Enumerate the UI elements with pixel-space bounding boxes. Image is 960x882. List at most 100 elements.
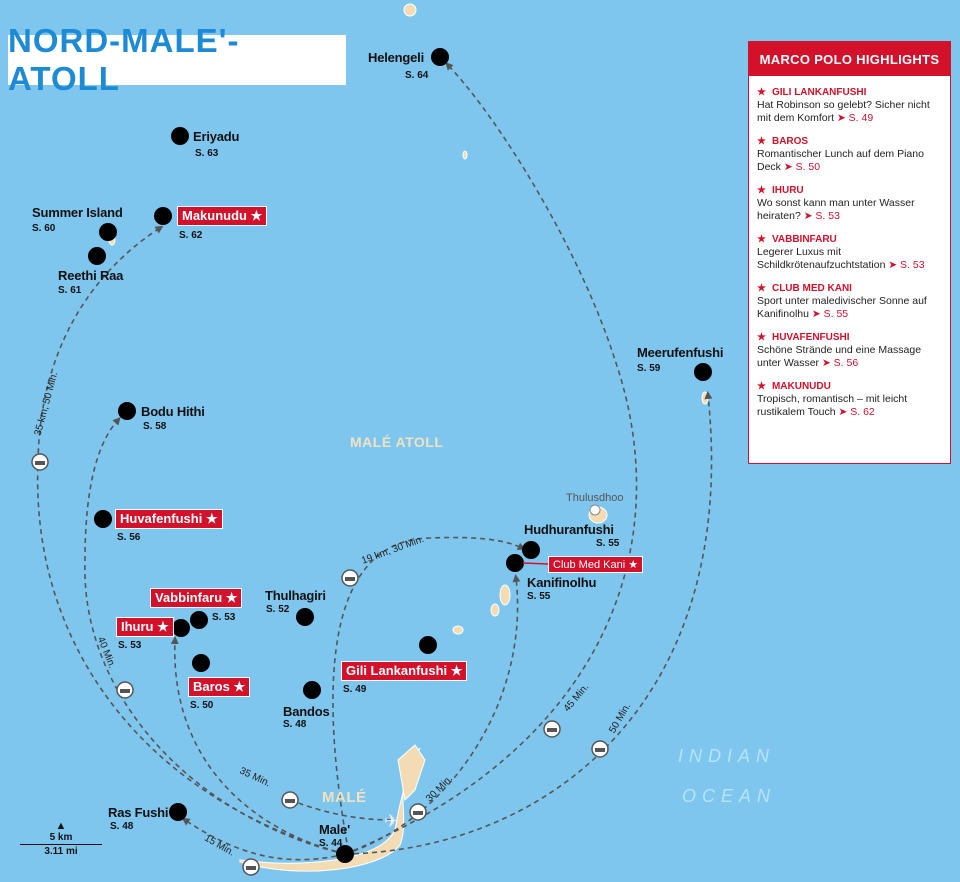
page-makunudu: S. 62: [179, 230, 203, 241]
scale-line: [20, 844, 102, 845]
highlight-text: Tropisch, romantisch – mit leicht rustik…: [757, 393, 908, 418]
highlight-text: Hat Robinson so gelebt? Sicher nicht mit…: [757, 99, 930, 124]
highlight-text: Romantischer Lunch auf dem Piano Deck: [757, 148, 924, 173]
label-male-atoll: MALÉ ATOLL: [350, 434, 444, 450]
page-bodu-hithi: S. 58: [143, 421, 167, 432]
label-male-region: MALÉ: [322, 789, 367, 806]
island-dots: [88, 48, 712, 863]
label-bandos: Bandos: [283, 704, 330, 719]
label-gili-lankanfushi: Gili Lankanfushi ★: [341, 661, 468, 681]
highlight-text: Legerer Luxus mit Schildkrötenaufzuchtst…: [757, 246, 886, 271]
highlight-name: IHURU: [771, 185, 804, 196]
label-hudhuranfushi: Hudhuranfushi: [524, 522, 614, 537]
page-vabbinfaru: S. 53: [212, 612, 236, 623]
label-indian: INDIAN: [678, 746, 776, 766]
route-makunudu: [36, 225, 346, 855]
star-icon: ★: [757, 87, 766, 98]
highlight-item: ★ CLUB MED KANI Sport unter maledivischer …: [749, 282, 950, 321]
highlight-page[interactable]: ➤ S. 50: [783, 161, 821, 173]
highlight-item: ★ BAROS Romantischer Lunch auf dem Piano D…: [749, 135, 950, 174]
page-helengeli: S. 64: [405, 70, 429, 81]
highlight-name: HUVAFENFUSHI: [771, 332, 850, 343]
route-meerufenfushi: [344, 391, 713, 855]
highlight-text: Sport unter maledivischer Sonne auf Kani…: [757, 295, 927, 320]
highlight-item: ★ VABBINFARU Legerer Luxus mit Schildkröte…: [749, 233, 950, 272]
page-ras-fushi: S. 48: [110, 821, 134, 832]
scale-mi: 3.11 mi: [44, 846, 78, 857]
highlight-page[interactable]: ➤ S. 49: [836, 112, 874, 124]
label-male: Male': [319, 822, 350, 837]
ferry-glyphs: [35, 461, 605, 870]
route-ihuru: [170, 636, 346, 855]
page-kanifinolhu: S. 55: [527, 591, 551, 602]
page-eriyadu: S. 63: [195, 148, 219, 159]
page-ihuru: S. 53: [118, 640, 142, 651]
label-bodu-hithi: Bodu Hithi: [141, 404, 205, 419]
map-title: NORD-MALE'-ATOLL: [8, 22, 346, 97]
highlight-page[interactable]: ➤ S. 53: [888, 259, 925, 271]
label-ras-fushi: Ras Fushi: [108, 805, 169, 820]
highlights-header: MARCO POLO HIGHLIGHTS: [749, 42, 950, 76]
route-kanifinolhu: [344, 574, 521, 855]
highlight-item: ★ HUVAFENFUSHI Schöne Strände und eine Mas…: [749, 331, 950, 370]
highlight-name: GILI LANKANFUSHI: [771, 87, 867, 98]
highlight-text: Wo sonst kann man unter Wasser heiraten?: [757, 197, 915, 222]
star-icon: ★: [757, 185, 766, 196]
label-makunudu: Makunudu ★: [177, 206, 268, 226]
page-meerufenfushi: S. 59: [637, 363, 661, 374]
highlight-item: ★ GILI LANKANFUSHI Hat Robinson so gelebt?…: [749, 86, 950, 125]
highlight-page[interactable]: ➤ S. 62: [838, 406, 875, 418]
highlight-name: BAROS: [771, 136, 809, 147]
star-icon: ★: [757, 332, 766, 343]
label-kanifinolhu: Kanifinolhu: [527, 575, 597, 590]
route-hudhuranfushi: [332, 536, 526, 861]
label-reethi-raa: Reethi Raa: [58, 268, 124, 283]
label-thulhagiri: Thulhagiri: [265, 588, 326, 603]
star-icon: ★: [757, 136, 766, 147]
label-huvafenfushi: Huvafenfushi ★: [115, 509, 223, 529]
label-summer-island: Summer Island: [32, 205, 123, 220]
route-bodu-hithi: [84, 417, 346, 855]
star-icon: ★: [757, 381, 766, 392]
page-baros: S. 50: [190, 700, 214, 711]
highlight-page[interactable]: ➤ S. 55: [811, 308, 849, 320]
page-reethi-raa: S. 61: [58, 285, 82, 296]
star-icon: ★: [757, 283, 766, 294]
label-vabbinfaru: Vabbinfaru ★: [150, 588, 243, 608]
label-baros: Baros ★: [188, 677, 251, 697]
highlight-text: Schöne Strände und eine Massage unter Wa…: [757, 344, 922, 369]
highlight-item: ★ MAKUNUDU Tropisch, romantisch – mit leic…: [749, 380, 950, 419]
highlights-panel: MARCO POLO HIGHLIGHTS ★ GILI LANKANFUSHI H…: [748, 41, 951, 464]
highlight-page[interactable]: ➤ S. 56: [821, 357, 859, 369]
label-thulusdhoo: Thulusdhoo: [566, 492, 624, 504]
label-meerufenfushi: Meerufenfushi: [637, 345, 724, 360]
scale-km: 5 km: [49, 832, 73, 843]
route-ras-fushi: [181, 817, 346, 861]
page-summer-island: S. 60: [32, 223, 56, 234]
label-eriyadu: Eriyadu: [193, 129, 240, 144]
label-helengeli: Helengeli: [368, 50, 424, 65]
page-male: S. 44: [319, 838, 343, 849]
page-bandos: S. 48: [283, 719, 307, 730]
label-club-med-kani: Club Med Kani ★: [548, 556, 644, 573]
highlight-name: MAKUNUDU: [771, 381, 831, 392]
route-helengeli: [344, 62, 638, 855]
highlight-item: ★ IHURU Wo sonst kann man unter Wasser hei…: [749, 184, 950, 223]
north-arrow-icon: ▲: [55, 820, 67, 832]
star-icon: ★: [757, 234, 766, 245]
highlight-name: VABBINFARU: [771, 234, 837, 245]
scale-bar: ▲ 5 km 3.11 mi: [20, 820, 102, 857]
route-airport: [289, 799, 396, 821]
thulusdhoo-dot: [589, 504, 601, 516]
label-ocean: OCEAN: [682, 786, 777, 806]
highlight-name: CLUB MED KANI: [771, 283, 852, 294]
ferry-routes: [36, 62, 713, 861]
airplane-icon: ✈: [384, 811, 399, 831]
page-huvafenfushi: S. 56: [117, 532, 141, 543]
page-hudhuranfushi: S. 55: [596, 538, 620, 549]
highlight-page[interactable]: ➤ S. 53: [803, 210, 840, 222]
page-thulhagiri: S. 52: [266, 604, 290, 615]
page-gili-lankanfushi: S. 49: [343, 684, 367, 695]
label-ihuru: Ihuru ★: [116, 617, 174, 637]
